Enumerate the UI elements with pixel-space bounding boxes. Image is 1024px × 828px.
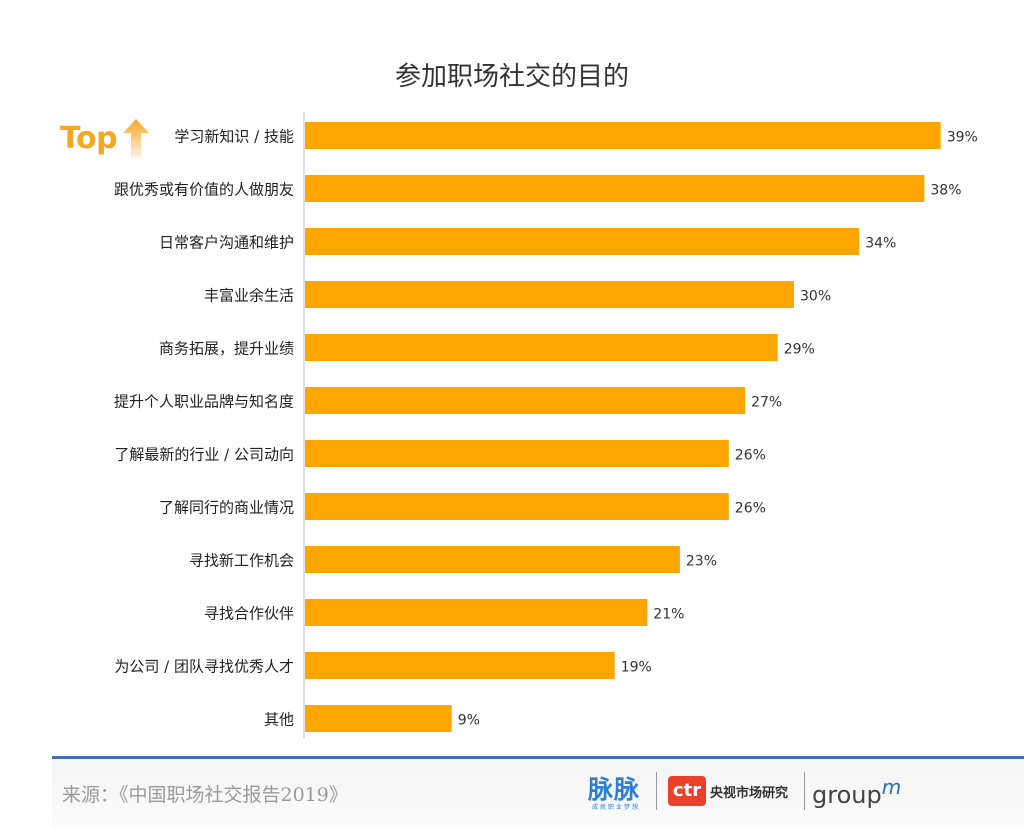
- value-label: 21%: [653, 607, 684, 623]
- bar-chart: 学习新知识 / 技能 39% 跟优秀或有价值的人做朋友 38% 日常客户沟通和维护 34%…: [114, 112, 978, 738]
- category-label: 日常客户沟通和维护: [159, 234, 294, 252]
- value-label: 26%: [735, 501, 766, 517]
- value-label: 38%: [930, 183, 961, 199]
- value-label: 39%: [947, 130, 978, 146]
- value-label: 30%: [800, 289, 831, 305]
- category-label: 了解最新的行业 / 公司动向: [114, 446, 294, 464]
- ctr-logo-mark: ctr: [668, 776, 706, 806]
- bar: [305, 281, 794, 308]
- value-label: 23%: [686, 554, 717, 570]
- groupm-logo: groupm: [812, 775, 901, 809]
- source-note: 来源：《中国职场社交报告2019》: [62, 784, 348, 806]
- value-label: 26%: [735, 448, 766, 464]
- maimai-logo: 脉脉: [588, 775, 641, 804]
- category-label: 寻找新工作机会: [189, 552, 294, 570]
- chart-title: 参加职场社交的目的: [394, 62, 629, 92]
- bar: [305, 228, 860, 255]
- bar: [305, 705, 452, 732]
- bar: [305, 493, 729, 520]
- category-label: 提升个人职业品牌与知名度: [114, 393, 294, 411]
- top-badge-text: Top: [60, 120, 118, 156]
- logo-separator: [656, 772, 657, 810]
- value-label: 9%: [458, 713, 480, 729]
- groupm-logo-word: group: [812, 781, 882, 809]
- maimai-logo-tagline: 成就职业梦想: [592, 804, 641, 811]
- footer-background: [52, 759, 1024, 828]
- bar: [305, 599, 648, 626]
- category-label: 跟优秀或有价值的人做朋友: [114, 181, 294, 199]
- value-label: 29%: [784, 342, 815, 358]
- value-label: 19%: [621, 660, 652, 676]
- ctr-logo-name: 央视市场研究: [710, 786, 789, 801]
- value-label: 34%: [865, 236, 896, 252]
- category-label: 为公司 / 团队寻找优秀人才: [114, 658, 294, 676]
- bar: [305, 334, 778, 361]
- bar: [305, 122, 941, 149]
- bar: [305, 546, 680, 573]
- category-label: 商务拓展，提升业绩: [159, 340, 294, 358]
- bar: [305, 175, 925, 202]
- category-label: 了解同行的商业情况: [159, 499, 294, 517]
- category-label: 寻找合作伙伴: [204, 605, 294, 623]
- bar: [305, 387, 746, 414]
- groupm-logo-m: m: [881, 775, 902, 799]
- bar: [305, 652, 615, 679]
- bar: [305, 440, 729, 467]
- footer-divider: [52, 756, 1024, 759]
- up-arrow-icon: [123, 119, 150, 157]
- logo-separator: [804, 772, 805, 810]
- value-label: 27%: [751, 395, 782, 411]
- category-label: 丰富业余生活: [204, 287, 294, 305]
- top-badge: Top: [60, 116, 151, 160]
- category-label: 学习新知识 / 技能: [174, 128, 294, 146]
- category-label: 其他: [264, 711, 294, 729]
